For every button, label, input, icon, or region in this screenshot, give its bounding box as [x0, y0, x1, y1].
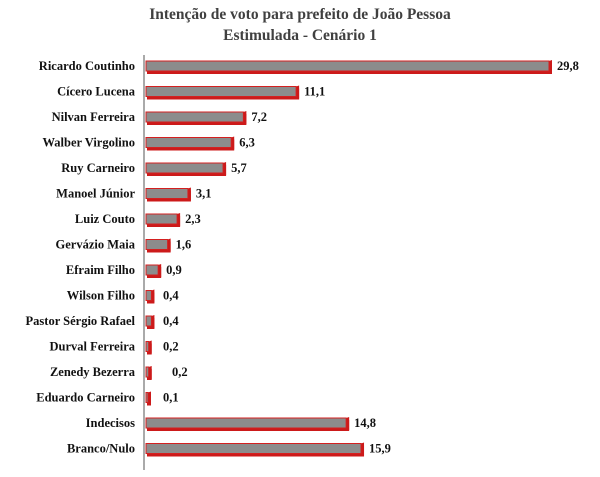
bar-face-4: [145, 162, 224, 174]
bar-face-3: [145, 137, 232, 148]
value-label-2: 7,2: [251, 110, 267, 124]
bar-8: [145, 264, 162, 278]
bar-shadow-13: [147, 394, 151, 406]
chart-title: Intenção de voto para prefeito de João P…: [149, 6, 451, 23]
value-label-14: 14,8: [354, 416, 376, 430]
bar-1: [145, 85, 300, 100]
category-label-9: Wilson Filho: [67, 289, 135, 303]
bar-face-14: [145, 417, 347, 429]
category-label-2: Nilvan Ferreira: [52, 110, 136, 124]
category-label-14: Indecisos: [86, 416, 135, 430]
category-label-11: Durval Ferreira: [50, 340, 136, 354]
category-label-3: Walber Virgolino: [43, 136, 136, 150]
bar-9: [145, 289, 155, 304]
category-label-13: Eduardo Carneiro: [36, 391, 135, 405]
category-label-10: Pastor Sérgio Rafael: [26, 314, 136, 328]
bar-10: [145, 315, 155, 329]
bar-face-2: [145, 111, 244, 123]
chart-title-block: Intenção de voto para prefeito de João P…: [0, 4, 600, 46]
category-label-12: Zenedy Bezerra: [50, 365, 136, 379]
category-label-6: Luiz Couto: [75, 212, 135, 226]
category-label-8: Efraim Filho: [66, 263, 135, 277]
value-label-12: 0,2: [172, 365, 188, 379]
value-label-0: 29,8: [557, 59, 579, 73]
value-label-13: 0,1: [163, 391, 179, 405]
value-label-6: 2,3: [185, 212, 201, 226]
bar-14: [145, 417, 350, 431]
bar-15: [145, 442, 365, 457]
category-label-7: Gervázio Maia: [56, 238, 136, 252]
bar-face-9: [145, 290, 152, 301]
value-label-5: 3,1: [196, 187, 212, 201]
bar-face-12: [145, 366, 150, 378]
bar-face-11: [145, 341, 150, 352]
category-label-1: Cícero Lucena: [57, 85, 136, 99]
bar-face-15: [145, 443, 362, 454]
value-label-4: 5,7: [231, 161, 247, 175]
bar-face-0: [145, 60, 550, 72]
value-label-7: 1,6: [176, 238, 192, 252]
bar-face-5: [145, 188, 189, 199]
category-label-4: Ruy Carneiro: [61, 161, 135, 175]
bar-shadow-12: [147, 369, 152, 380]
bar-0: [145, 60, 552, 74]
bar-2: [145, 111, 247, 125]
value-label-9: 0,4: [163, 289, 179, 303]
bar-4: [145, 162, 227, 176]
category-label-0: Ricardo Coutinho: [39, 59, 135, 73]
value-label-1: 11,1: [304, 85, 325, 99]
value-label-3: 6,3: [239, 136, 255, 150]
bar-face-6: [145, 213, 178, 225]
bar-face-8: [145, 264, 159, 276]
category-label-15: Branco/Nulo: [67, 442, 135, 456]
bar-face-10: [145, 315, 152, 327]
bar-7: [145, 238, 171, 253]
value-label-11: 0,2: [163, 340, 179, 354]
category-label-5: Manoel Júnior: [56, 187, 135, 201]
bar-12: [145, 366, 152, 380]
value-label-8: 0,9: [166, 263, 182, 277]
value-label-10: 0,4: [163, 314, 179, 328]
bar-shadow-11: [147, 343, 152, 355]
bar-3: [145, 136, 235, 151]
bar-face-1: [145, 86, 297, 97]
bar-face-7: [145, 239, 169, 250]
bar-5: [145, 187, 191, 202]
chart-subtitle: Estimulada - Cenário 1: [223, 27, 377, 44]
bar-face-13: [145, 392, 149, 403]
value-label-15: 15,9: [369, 442, 391, 456]
bar-11: [145, 340, 152, 355]
bar-6: [145, 213, 181, 227]
bar-13: [145, 391, 151, 406]
